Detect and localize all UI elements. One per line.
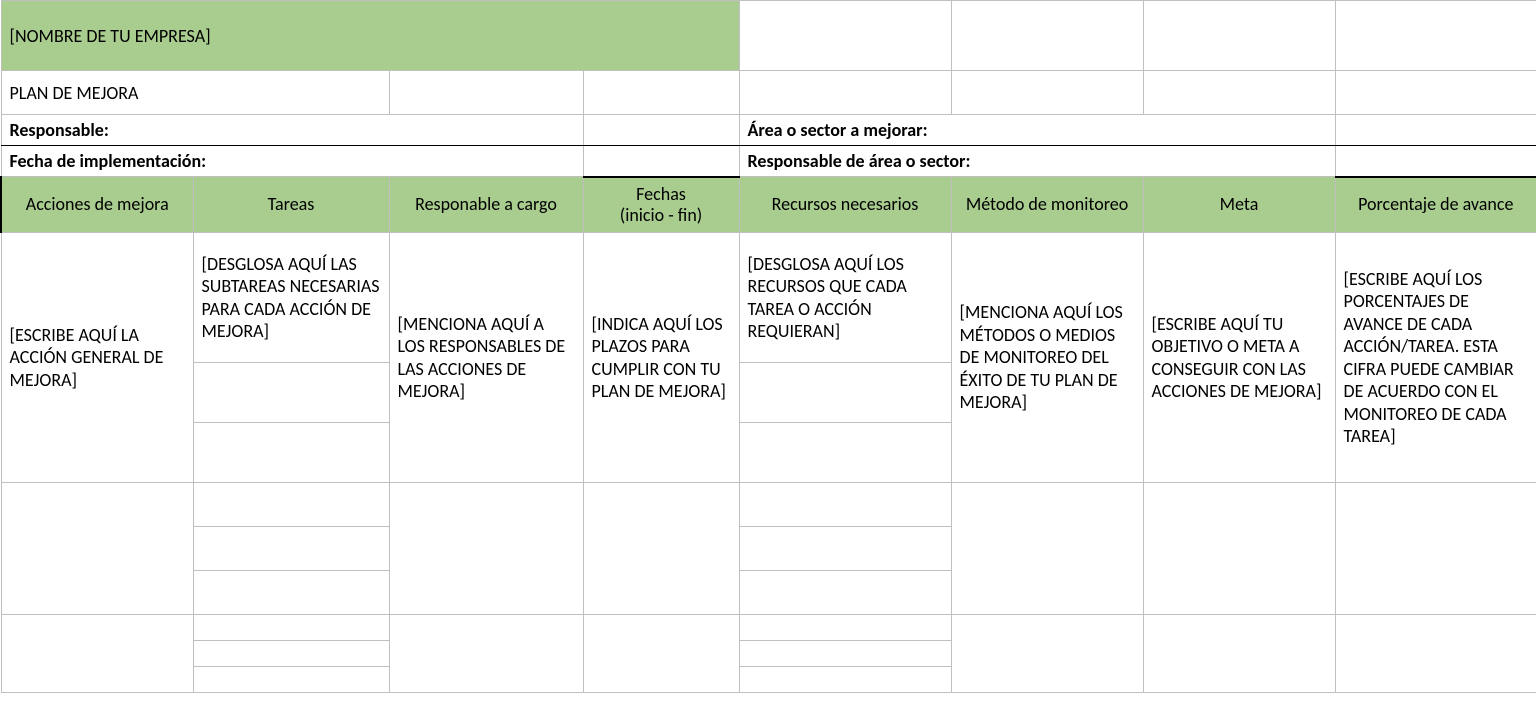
meta-cell[interactable] bbox=[1143, 483, 1335, 615]
fechas-cell[interactable] bbox=[583, 615, 739, 693]
area-value[interactable] bbox=[1335, 115, 1536, 146]
responsible-label: Responsable: bbox=[1, 115, 583, 146]
col-avance: Porcentaje de avance bbox=[1335, 177, 1536, 233]
plan-title: PLAN DE MEJORA bbox=[1, 71, 389, 115]
tarea-cell[interactable] bbox=[193, 423, 389, 483]
recurso-cell[interactable] bbox=[739, 641, 951, 667]
meta-cell[interactable] bbox=[1143, 615, 1335, 693]
tarea-cell[interactable] bbox=[193, 527, 389, 571]
monitoreo-cell[interactable]: [MENCIONA AQUÍ LOS MÉTODOS O MEDIOS DE M… bbox=[951, 233, 1143, 483]
col-responsable: Responable a cargo bbox=[389, 177, 583, 233]
improvement-plan-table: [NOMBRE DE TU EMPRESA] PLAN DE MEJORA Re… bbox=[0, 0, 1536, 693]
column-header-row: Acciones de mejora Tareas Responable a c… bbox=[1, 177, 1536, 233]
impl-date-label: Fecha de implementación: bbox=[1, 146, 583, 177]
empty-cell bbox=[1335, 1, 1536, 71]
recurso-cell[interactable] bbox=[739, 571, 951, 615]
recurso-cell[interactable]: [DESGLOSA AQUÍ LOS RECURSOS QUE CADA TAR… bbox=[739, 233, 951, 363]
recurso-cell[interactable] bbox=[739, 483, 951, 527]
empty-cell bbox=[739, 1, 951, 71]
monitoreo-cell[interactable] bbox=[951, 615, 1143, 693]
area-resp-value[interactable] bbox=[1335, 146, 1536, 177]
avance-cell[interactable] bbox=[1335, 615, 1536, 693]
meta-cell[interactable]: [ESCRIBE AQUÍ TU OBJETIVO O META A CONSE… bbox=[1143, 233, 1335, 483]
avance-cell[interactable] bbox=[1335, 483, 1536, 615]
empty-cell bbox=[1335, 71, 1536, 115]
empty-cell bbox=[951, 1, 1143, 71]
recurso-cell[interactable] bbox=[739, 363, 951, 423]
responsible-value[interactable] bbox=[583, 115, 739, 146]
col-acciones: Acciones de mejora bbox=[1, 177, 193, 233]
company-name: [NOMBRE DE TU EMPRESA] bbox=[1, 1, 739, 71]
tarea-cell[interactable]: [DESGLOSA AQUÍ LAS SUBTAREAS NECESARIAS … bbox=[193, 233, 389, 363]
accion-cell[interactable] bbox=[1, 483, 193, 615]
empty-cell bbox=[739, 71, 951, 115]
fechas-cell[interactable] bbox=[583, 483, 739, 615]
recurso-cell[interactable] bbox=[739, 527, 951, 571]
area-label: Área o sector a mejorar: bbox=[739, 115, 1335, 146]
impl-date-value[interactable] bbox=[583, 146, 739, 177]
tarea-cell[interactable] bbox=[193, 641, 389, 667]
col-meta: Meta bbox=[1143, 177, 1335, 233]
monitoreo-cell[interactable] bbox=[951, 483, 1143, 615]
empty-cell bbox=[389, 71, 583, 115]
fechas-cell[interactable]: [INDICA AQUÍ LOS PLAZOS PARA CUMPLIR CON… bbox=[583, 233, 739, 483]
tarea-cell[interactable] bbox=[193, 571, 389, 615]
responsable-cell[interactable]: [MENCIONA AQUÍ A LOS RESPONSABLES DE LAS… bbox=[389, 233, 583, 483]
tarea-cell[interactable] bbox=[193, 363, 389, 423]
area-resp-label: Responsable de área o sector: bbox=[739, 146, 1335, 177]
empty-cell bbox=[583, 71, 739, 115]
tarea-cell[interactable] bbox=[193, 667, 389, 693]
col-recursos: Recursos necesarios bbox=[739, 177, 951, 233]
recurso-cell[interactable] bbox=[739, 423, 951, 483]
tarea-cell[interactable] bbox=[193, 483, 389, 527]
recurso-cell[interactable] bbox=[739, 667, 951, 693]
avance-cell[interactable]: [ESCRIBE AQUÍ LOS PORCENTAJES DE AVANCE … bbox=[1335, 233, 1536, 483]
accion-cell[interactable]: [ESCRIBE AQUÍ LA ACCIÓN GENERAL DE MEJOR… bbox=[1, 233, 193, 483]
accion-cell[interactable] bbox=[1, 615, 193, 693]
empty-cell bbox=[951, 71, 1143, 115]
col-tareas: Tareas bbox=[193, 177, 389, 233]
col-monitoreo: Método de monitoreo bbox=[951, 177, 1143, 233]
responsable-cell[interactable] bbox=[389, 483, 583, 615]
tarea-cell[interactable] bbox=[193, 615, 389, 641]
empty-cell bbox=[1143, 1, 1335, 71]
empty-cell bbox=[1143, 71, 1335, 115]
recurso-cell[interactable] bbox=[739, 615, 951, 641]
responsable-cell[interactable] bbox=[389, 615, 583, 693]
col-fechas: Fechas(inicio - fin) bbox=[583, 177, 739, 233]
